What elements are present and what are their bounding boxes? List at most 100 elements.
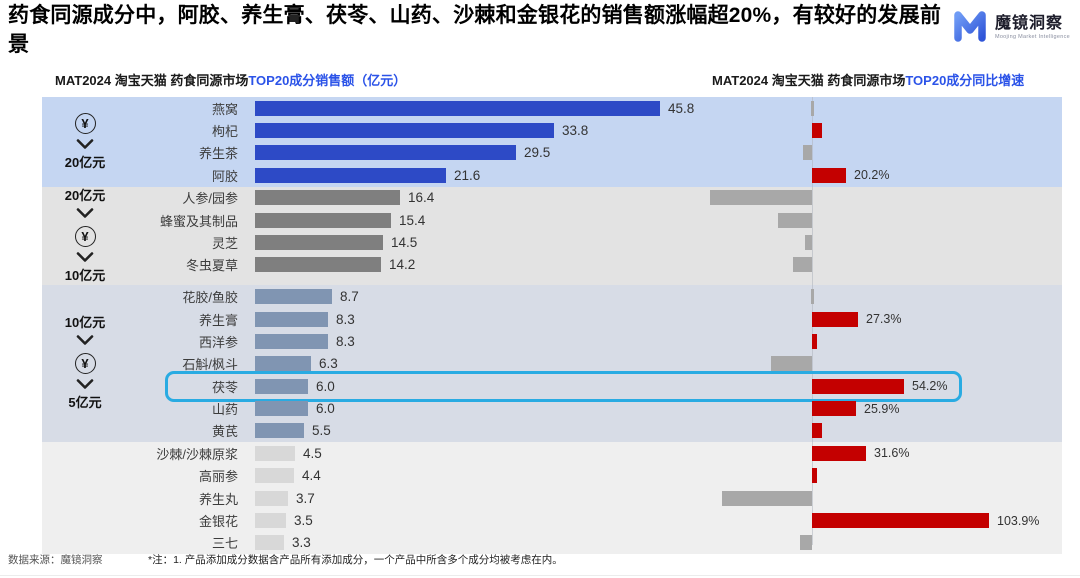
sales-bar (255, 145, 516, 161)
chart-row: 灵芝 14.5 (128, 231, 1062, 253)
chevron-down-icon (76, 376, 94, 394)
growth-value: 31.6% (874, 446, 910, 461)
left-chart-title-prefix: MAT2024 淘宝天猫 药食同源市场 (55, 73, 249, 88)
growth-value: 103.9% (997, 513, 1040, 528)
left-chart-title: MAT2024 淘宝天猫 药食同源市场TOP20成分销售额（亿元） (55, 70, 406, 89)
sales-bar (255, 123, 554, 139)
chart-row: 金银花 3.5 103.9% (128, 509, 1062, 531)
growth-bar (771, 356, 812, 372)
chart-row: 阿胶 21.6 20.2% (128, 164, 1062, 186)
chevron-down-icon (76, 332, 94, 350)
growth-bar (812, 167, 846, 183)
sales-bar (255, 333, 328, 349)
tier-range-text: 20亿元 (64, 187, 106, 203)
chart-row: 高丽参 4.4 (128, 465, 1062, 487)
sales-value: 5.5 (312, 423, 331, 439)
tier-range-text: 5亿元 (68, 395, 102, 411)
sales-tier-band: 10亿元 ¥5亿元 花胶/鱼胶 8.7 养生膏 8.3 27.3% 西洋参 8.3 石斛/枫斗 6.… (42, 285, 1062, 443)
sales-value: 3.7 (296, 490, 315, 506)
chart-row: 沙棘/沙棘原浆 4.5 31.6% (128, 442, 1062, 464)
footer: 数据来源：魔镜洞察 *注：1. 产品添加成分数据含产品所有添加成分，一个产品中所… (0, 552, 1080, 570)
chart-bands: ¥20亿元 燕窝 45.8 枸杞 33.8 养生茶 29.5 阿胶 21.6 20.2% 20亿元 ¥… (42, 97, 1062, 555)
footnote: *注：1. 产品添加成分数据含产品所有添加成分，一个产品中所含多个成分均被考虑在… (148, 554, 563, 566)
brand-logo: 魔镜洞察 Moojing Market Intelligence (952, 8, 1070, 47)
sales-value: 14.5 (391, 235, 418, 251)
category-label: 高丽参 (198, 469, 238, 485)
chart-row: 三七 3.3 (128, 532, 1062, 554)
growth-bar (811, 100, 814, 116)
footer-divider (0, 575, 1080, 576)
sales-bar (255, 235, 383, 251)
sales-bar (255, 490, 288, 506)
chart-row: 养生膏 8.3 27.3% (128, 308, 1062, 330)
growth-bar (710, 190, 812, 206)
chevron-down-icon (76, 205, 94, 223)
category-label: 养生膏 (198, 312, 238, 328)
growth-bar (812, 378, 904, 394)
tier-range-label: 10亿元 ¥5亿元 (42, 285, 128, 442)
tier-rows: 花胶/鱼胶 8.7 养生膏 8.3 27.3% 西洋参 8.3 石斛/枫斗 6.3 茯苓 6.0 54… (128, 285, 1062, 442)
category-label: 蜂蜜及其制品 (159, 213, 238, 229)
sales-bar (255, 423, 304, 439)
growth-bar (812, 333, 817, 349)
dual-bar-chart: ¥20亿元 燕窝 45.8 枸杞 33.8 养生茶 29.5 阿胶 21.6 20.2% 20亿元 ¥… (42, 97, 1062, 555)
chart-row: 山药 6.0 25.9% (128, 397, 1062, 419)
category-label: 茯苓 (211, 379, 238, 395)
chart-row: 黄芪 5.5 (128, 420, 1062, 442)
sales-value: 33.8 (562, 123, 589, 139)
growth-bar (812, 513, 989, 529)
sales-tier-band: 20亿元 ¥10亿元 人参/园参 16.4 蜂蜜及其制品 15.4 灵芝 14.5 冬虫夏草 14… (42, 186, 1062, 286)
sales-tier-band: 沙棘/沙棘原浆 4.5 31.6% 高丽参 4.4 养生丸 3.7 金银花 3.5 103.9% 三… (42, 442, 1062, 555)
category-label: 阿胶 (211, 168, 238, 184)
brand-name: 魔镜洞察 (994, 14, 1063, 32)
chart-row: 冬虫夏草 14.2 (128, 254, 1062, 276)
chart-row: 西洋参 8.3 (128, 330, 1062, 352)
yen-circle-icon: ¥ (74, 113, 96, 135)
growth-bar (812, 311, 858, 327)
sales-bar (255, 535, 284, 551)
moojing-m-icon (952, 8, 988, 47)
sales-value: 4.4 (302, 468, 321, 484)
category-label: 灵芝 (211, 236, 238, 252)
growth-bar (812, 445, 866, 461)
sales-bar (255, 167, 446, 183)
growth-bar (805, 235, 812, 251)
tier-range-text: 20亿元 (64, 155, 106, 171)
tier-rows: 燕窝 45.8 枸杞 33.8 养生茶 29.5 阿胶 21.6 20.2% (128, 97, 1062, 187)
sales-value: 8.3 (336, 311, 355, 327)
growth-value: 54.2% (912, 379, 948, 394)
tier-range-label: 20亿元 ¥10亿元 (42, 187, 128, 286)
category-label: 西洋参 (198, 334, 238, 350)
growth-bar (812, 468, 817, 484)
category-label: 花胶/鱼胶 (182, 290, 238, 306)
right-chart-title: MAT2024 淘宝天猫 药食同源市场TOP20成分同比增速 (712, 70, 1024, 89)
left-chart-title-highlight: TOP20成分销售额（亿元） (248, 73, 407, 88)
sales-bar (255, 468, 294, 484)
growth-bar (812, 123, 822, 139)
yen-circle-icon: ¥ (74, 225, 96, 247)
chart-row: 养生茶 29.5 (128, 142, 1062, 164)
chart-row: 养生丸 3.7 (128, 487, 1062, 509)
sales-bar (255, 100, 660, 116)
right-chart-title-highlight: TOP20成分同比增速 (905, 73, 1025, 88)
sales-bar (255, 445, 295, 461)
chart-row: 枸杞 33.8 (128, 119, 1062, 141)
sales-bar (255, 190, 400, 206)
sales-bar (255, 356, 311, 372)
sales-value: 4.5 (303, 445, 322, 461)
category-label: 枸杞 (211, 124, 238, 140)
sales-value: 6.3 (319, 356, 338, 372)
sales-bar (255, 311, 328, 327)
tier-range-text: 10亿元 (64, 267, 106, 283)
growth-bar (800, 535, 812, 551)
brand-tagline: Moojing Market Intelligence (994, 34, 1070, 41)
sales-value: 21.6 (454, 167, 481, 183)
chart-row: 茯苓 6.0 54.2% (128, 370, 1062, 402)
category-label: 山药 (211, 402, 238, 418)
sales-bar (255, 289, 332, 305)
data-source-label: 数据来源：魔镜洞察 (8, 554, 103, 566)
sales-value: 14.2 (389, 257, 416, 273)
growth-value: 25.9% (864, 401, 900, 416)
growth-bar (812, 401, 856, 417)
sales-value: 3.3 (292, 535, 311, 551)
